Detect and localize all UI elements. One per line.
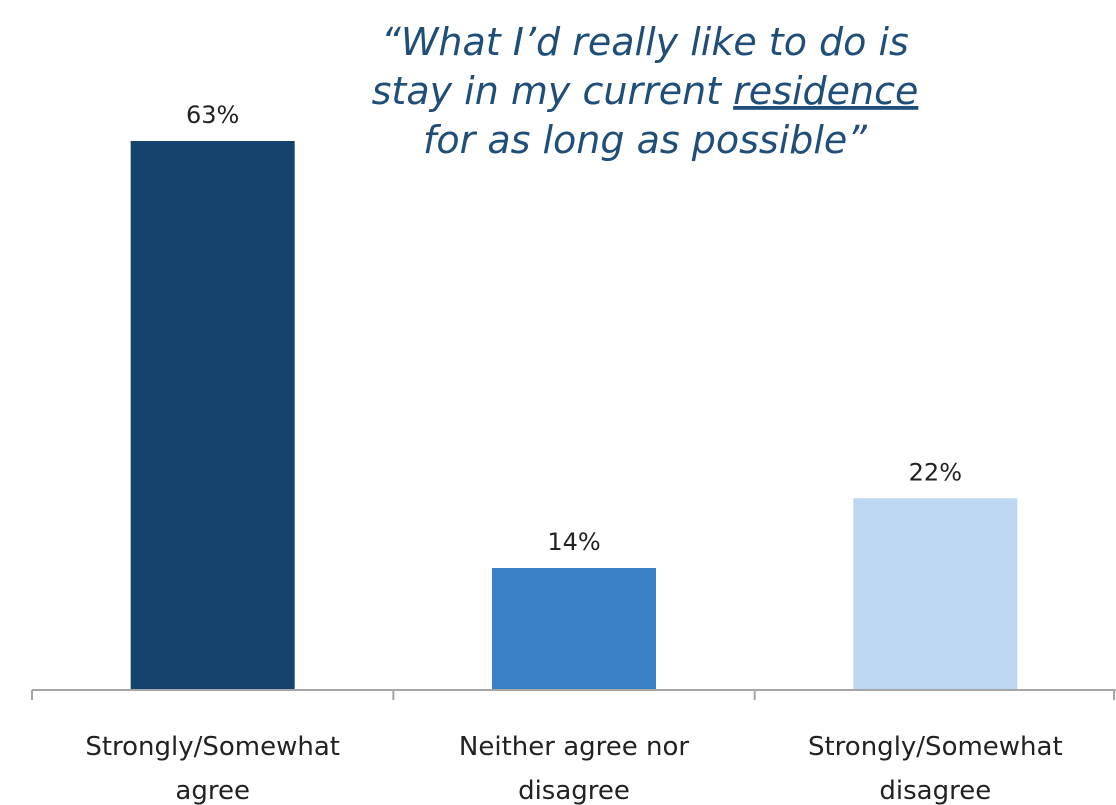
category-label-3-line-1: Strongly/Somewhat (808, 732, 1063, 762)
quote-line-3: for as long as possible” (423, 118, 867, 162)
category-labels: Strongly/Somewhat agree Neither agree nor d… (85, 732, 1062, 805)
data-label-1: 63% (186, 101, 239, 129)
quote-line-2: stay in my current residence (372, 69, 919, 113)
category-label-1-line-2: agree (175, 776, 250, 805)
chart-quote-annotation: “What I’d really like to do is stay in m… (372, 20, 919, 162)
category-label-2-line-1: Neither agree nor (459, 732, 689, 762)
bar-2 (492, 568, 656, 690)
category-label-3-line-2: disagree (879, 776, 991, 805)
bar-3 (853, 498, 1018, 690)
bar-1 (130, 141, 295, 690)
x-axis (31, 689, 1116, 700)
quote-line-1: “What I’d really like to do is (381, 20, 909, 64)
quote-underlined-word: residence (733, 69, 918, 113)
category-label-1-line-1: Strongly/Somewhat (85, 732, 340, 762)
bars: 63% 14% 22% (130, 101, 1018, 690)
quote-line-2-text: stay in my current (372, 69, 734, 113)
category-label-2-line-2: disagree (518, 776, 630, 805)
data-label-3: 22% (909, 458, 962, 486)
data-label-2: 14% (547, 528, 600, 556)
